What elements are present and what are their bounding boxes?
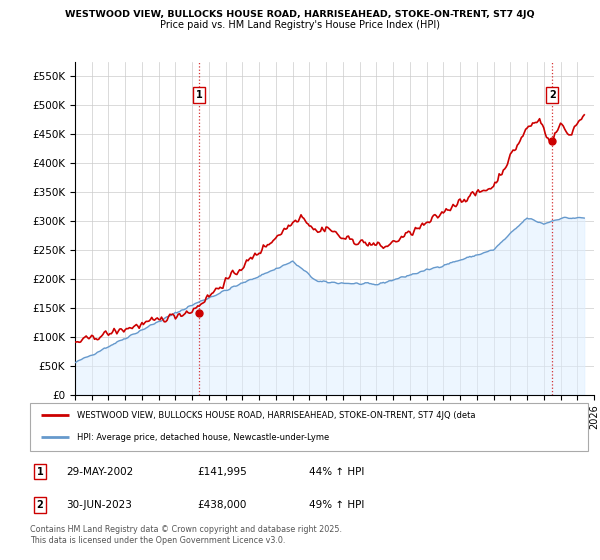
Text: £141,995: £141,995: [197, 466, 247, 477]
Text: Contains HM Land Registry data © Crown copyright and database right 2025.
This d: Contains HM Land Registry data © Crown c…: [30, 525, 342, 545]
Text: WESTWOOD VIEW, BULLOCKS HOUSE ROAD, HARRISEAHEAD, STOKE-ON-TRENT, ST7 4JQ: WESTWOOD VIEW, BULLOCKS HOUSE ROAD, HARR…: [65, 10, 535, 19]
Text: 1: 1: [37, 466, 43, 477]
Text: WESTWOOD VIEW, BULLOCKS HOUSE ROAD, HARRISEAHEAD, STOKE-ON-TRENT, ST7 4JQ (deta: WESTWOOD VIEW, BULLOCKS HOUSE ROAD, HARR…: [77, 410, 476, 419]
Text: 2: 2: [37, 500, 43, 510]
Text: Price paid vs. HM Land Registry's House Price Index (HPI): Price paid vs. HM Land Registry's House …: [160, 20, 440, 30]
Text: HPI: Average price, detached house, Newcastle-under-Lyme: HPI: Average price, detached house, Newc…: [77, 433, 329, 442]
Text: £438,000: £438,000: [197, 500, 247, 510]
Text: 49% ↑ HPI: 49% ↑ HPI: [309, 500, 364, 510]
Text: 44% ↑ HPI: 44% ↑ HPI: [309, 466, 364, 477]
Text: 1: 1: [196, 90, 202, 100]
FancyBboxPatch shape: [30, 403, 588, 451]
Text: 2: 2: [549, 90, 556, 100]
Text: 30-JUN-2023: 30-JUN-2023: [66, 500, 132, 510]
Text: 29-MAY-2002: 29-MAY-2002: [66, 466, 134, 477]
